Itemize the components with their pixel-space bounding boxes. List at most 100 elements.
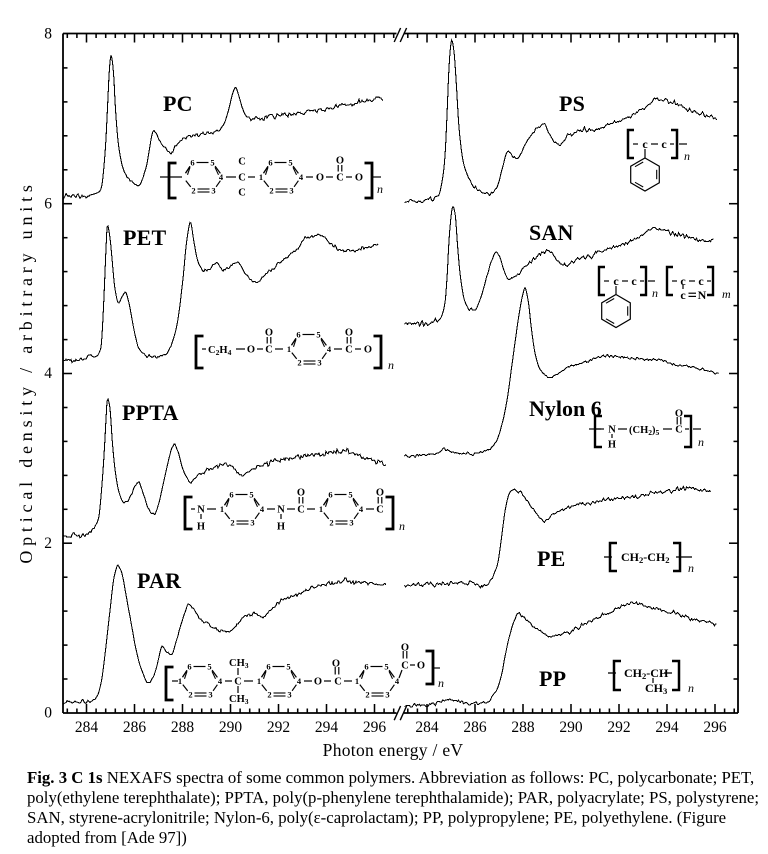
svg-text:294: 294: [655, 719, 679, 736]
svg-text:O: O: [345, 328, 353, 339]
svg-text:C: C: [238, 173, 246, 184]
svg-text:2: 2: [230, 518, 234, 528]
svg-text:c: c: [680, 288, 686, 302]
svg-text:4: 4: [218, 676, 223, 686]
svg-text:6: 6: [266, 662, 270, 672]
svg-text:1: 1: [287, 344, 291, 354]
svg-text:6: 6: [364, 662, 368, 672]
svg-text:O: O: [247, 345, 255, 356]
svg-text:poly(ethylene terephthalate);: poly(ethylene terephthalate); PPTA, poly…: [27, 788, 759, 807]
svg-text:C: C: [238, 157, 246, 168]
svg-text:5: 5: [316, 330, 320, 340]
svg-text:N: N: [277, 505, 285, 516]
svg-text:2: 2: [188, 690, 192, 700]
svg-text:3: 3: [211, 186, 215, 196]
svg-text:CH2-CH: CH2-CH: [624, 666, 669, 681]
svg-text:6: 6: [296, 330, 300, 340]
svg-text:n: n: [688, 681, 694, 695]
svg-text:5: 5: [210, 158, 214, 168]
svg-text:n: n: [688, 561, 694, 575]
svg-text:5: 5: [384, 662, 388, 672]
svg-text:PP: PP: [539, 666, 566, 691]
svg-text:H: H: [197, 522, 205, 533]
svg-text:2: 2: [297, 358, 301, 368]
svg-text:C: C: [234, 677, 242, 688]
svg-text:C: C: [345, 345, 353, 356]
svg-text:4: 4: [219, 172, 224, 182]
svg-text:288: 288: [171, 719, 195, 736]
svg-text:3: 3: [289, 186, 293, 196]
svg-text:1: 1: [178, 676, 182, 686]
svg-text:c: c: [631, 274, 637, 288]
svg-text:8: 8: [44, 26, 52, 43]
svg-text:PE: PE: [537, 546, 566, 571]
svg-text:2: 2: [191, 186, 195, 196]
svg-text:1: 1: [259, 172, 263, 182]
svg-text:PC: PC: [163, 91, 193, 116]
svg-text:N: N: [608, 425, 616, 436]
svg-text:296: 296: [363, 719, 387, 736]
svg-text:PAR: PAR: [137, 568, 182, 593]
svg-text:5: 5: [348, 490, 352, 500]
svg-text:n: n: [438, 676, 444, 690]
svg-text:H: H: [608, 440, 616, 451]
svg-text:C: C: [238, 188, 246, 199]
svg-text:C: C: [675, 425, 683, 436]
svg-text:296: 296: [703, 719, 727, 736]
svg-text:PPTA: PPTA: [122, 400, 179, 425]
svg-text:Fig. 3 C 1s NEXAFS spectra of: Fig. 3 C 1s NEXAFS spectra of some commo…: [27, 768, 754, 787]
svg-text:1: 1: [257, 676, 261, 686]
svg-text:C: C: [376, 505, 384, 516]
svg-text:292: 292: [267, 719, 290, 736]
svg-text:5: 5: [207, 662, 211, 672]
svg-text:CH3: CH3: [229, 658, 249, 670]
svg-text:O: O: [316, 173, 324, 184]
svg-text:286: 286: [463, 719, 487, 736]
svg-text:4: 4: [395, 676, 400, 686]
svg-text:4: 4: [327, 344, 332, 354]
svg-text:c: c: [698, 274, 704, 288]
svg-text:PET: PET: [123, 225, 167, 250]
svg-text:m: m: [722, 287, 731, 301]
svg-text:6: 6: [44, 196, 52, 213]
svg-text:C: C: [297, 505, 305, 516]
svg-text:C: C: [401, 661, 409, 672]
svg-text:C: C: [334, 677, 342, 688]
svg-text:H: H: [277, 522, 285, 533]
svg-text:4: 4: [297, 676, 302, 686]
svg-text:294: 294: [315, 719, 339, 736]
svg-text:C: C: [265, 345, 273, 356]
svg-text:O: O: [675, 409, 683, 420]
svg-text:O: O: [265, 328, 273, 339]
svg-text:5: 5: [249, 490, 253, 500]
svg-text:O: O: [376, 488, 384, 499]
svg-text:Nylon 6: Nylon 6: [529, 396, 602, 421]
svg-text:286: 286: [123, 719, 147, 736]
svg-text:C: C: [336, 173, 344, 184]
svg-text:c: c: [613, 274, 619, 288]
svg-text:PS: PS: [559, 91, 585, 116]
svg-text:O: O: [336, 156, 344, 167]
svg-text:n: n: [652, 286, 658, 300]
svg-text:O: O: [355, 173, 363, 184]
svg-text:4: 4: [359, 504, 364, 514]
svg-text:292: 292: [607, 719, 630, 736]
svg-text:284: 284: [75, 719, 99, 736]
svg-text:2: 2: [267, 690, 271, 700]
svg-text:0: 0: [44, 705, 52, 722]
svg-text:SAN, styrene-acrylonitrile; Ny: SAN, styrene-acrylonitrile; Nylon-6, pol…: [27, 808, 726, 827]
svg-text:4: 4: [299, 172, 304, 182]
svg-text:6: 6: [187, 662, 191, 672]
svg-text:O: O: [401, 643, 409, 654]
svg-text:290: 290: [219, 719, 243, 736]
svg-text:288: 288: [511, 719, 535, 736]
svg-text:3: 3: [287, 690, 291, 700]
svg-text:O: O: [332, 659, 340, 670]
svg-text:n: n: [698, 435, 704, 449]
svg-text:6: 6: [268, 158, 272, 168]
svg-text:n: n: [388, 358, 394, 372]
svg-text:5: 5: [288, 158, 292, 168]
svg-text:6: 6: [190, 158, 194, 168]
svg-text:C2H4: C2H4: [208, 345, 232, 357]
svg-text:1: 1: [355, 676, 359, 686]
